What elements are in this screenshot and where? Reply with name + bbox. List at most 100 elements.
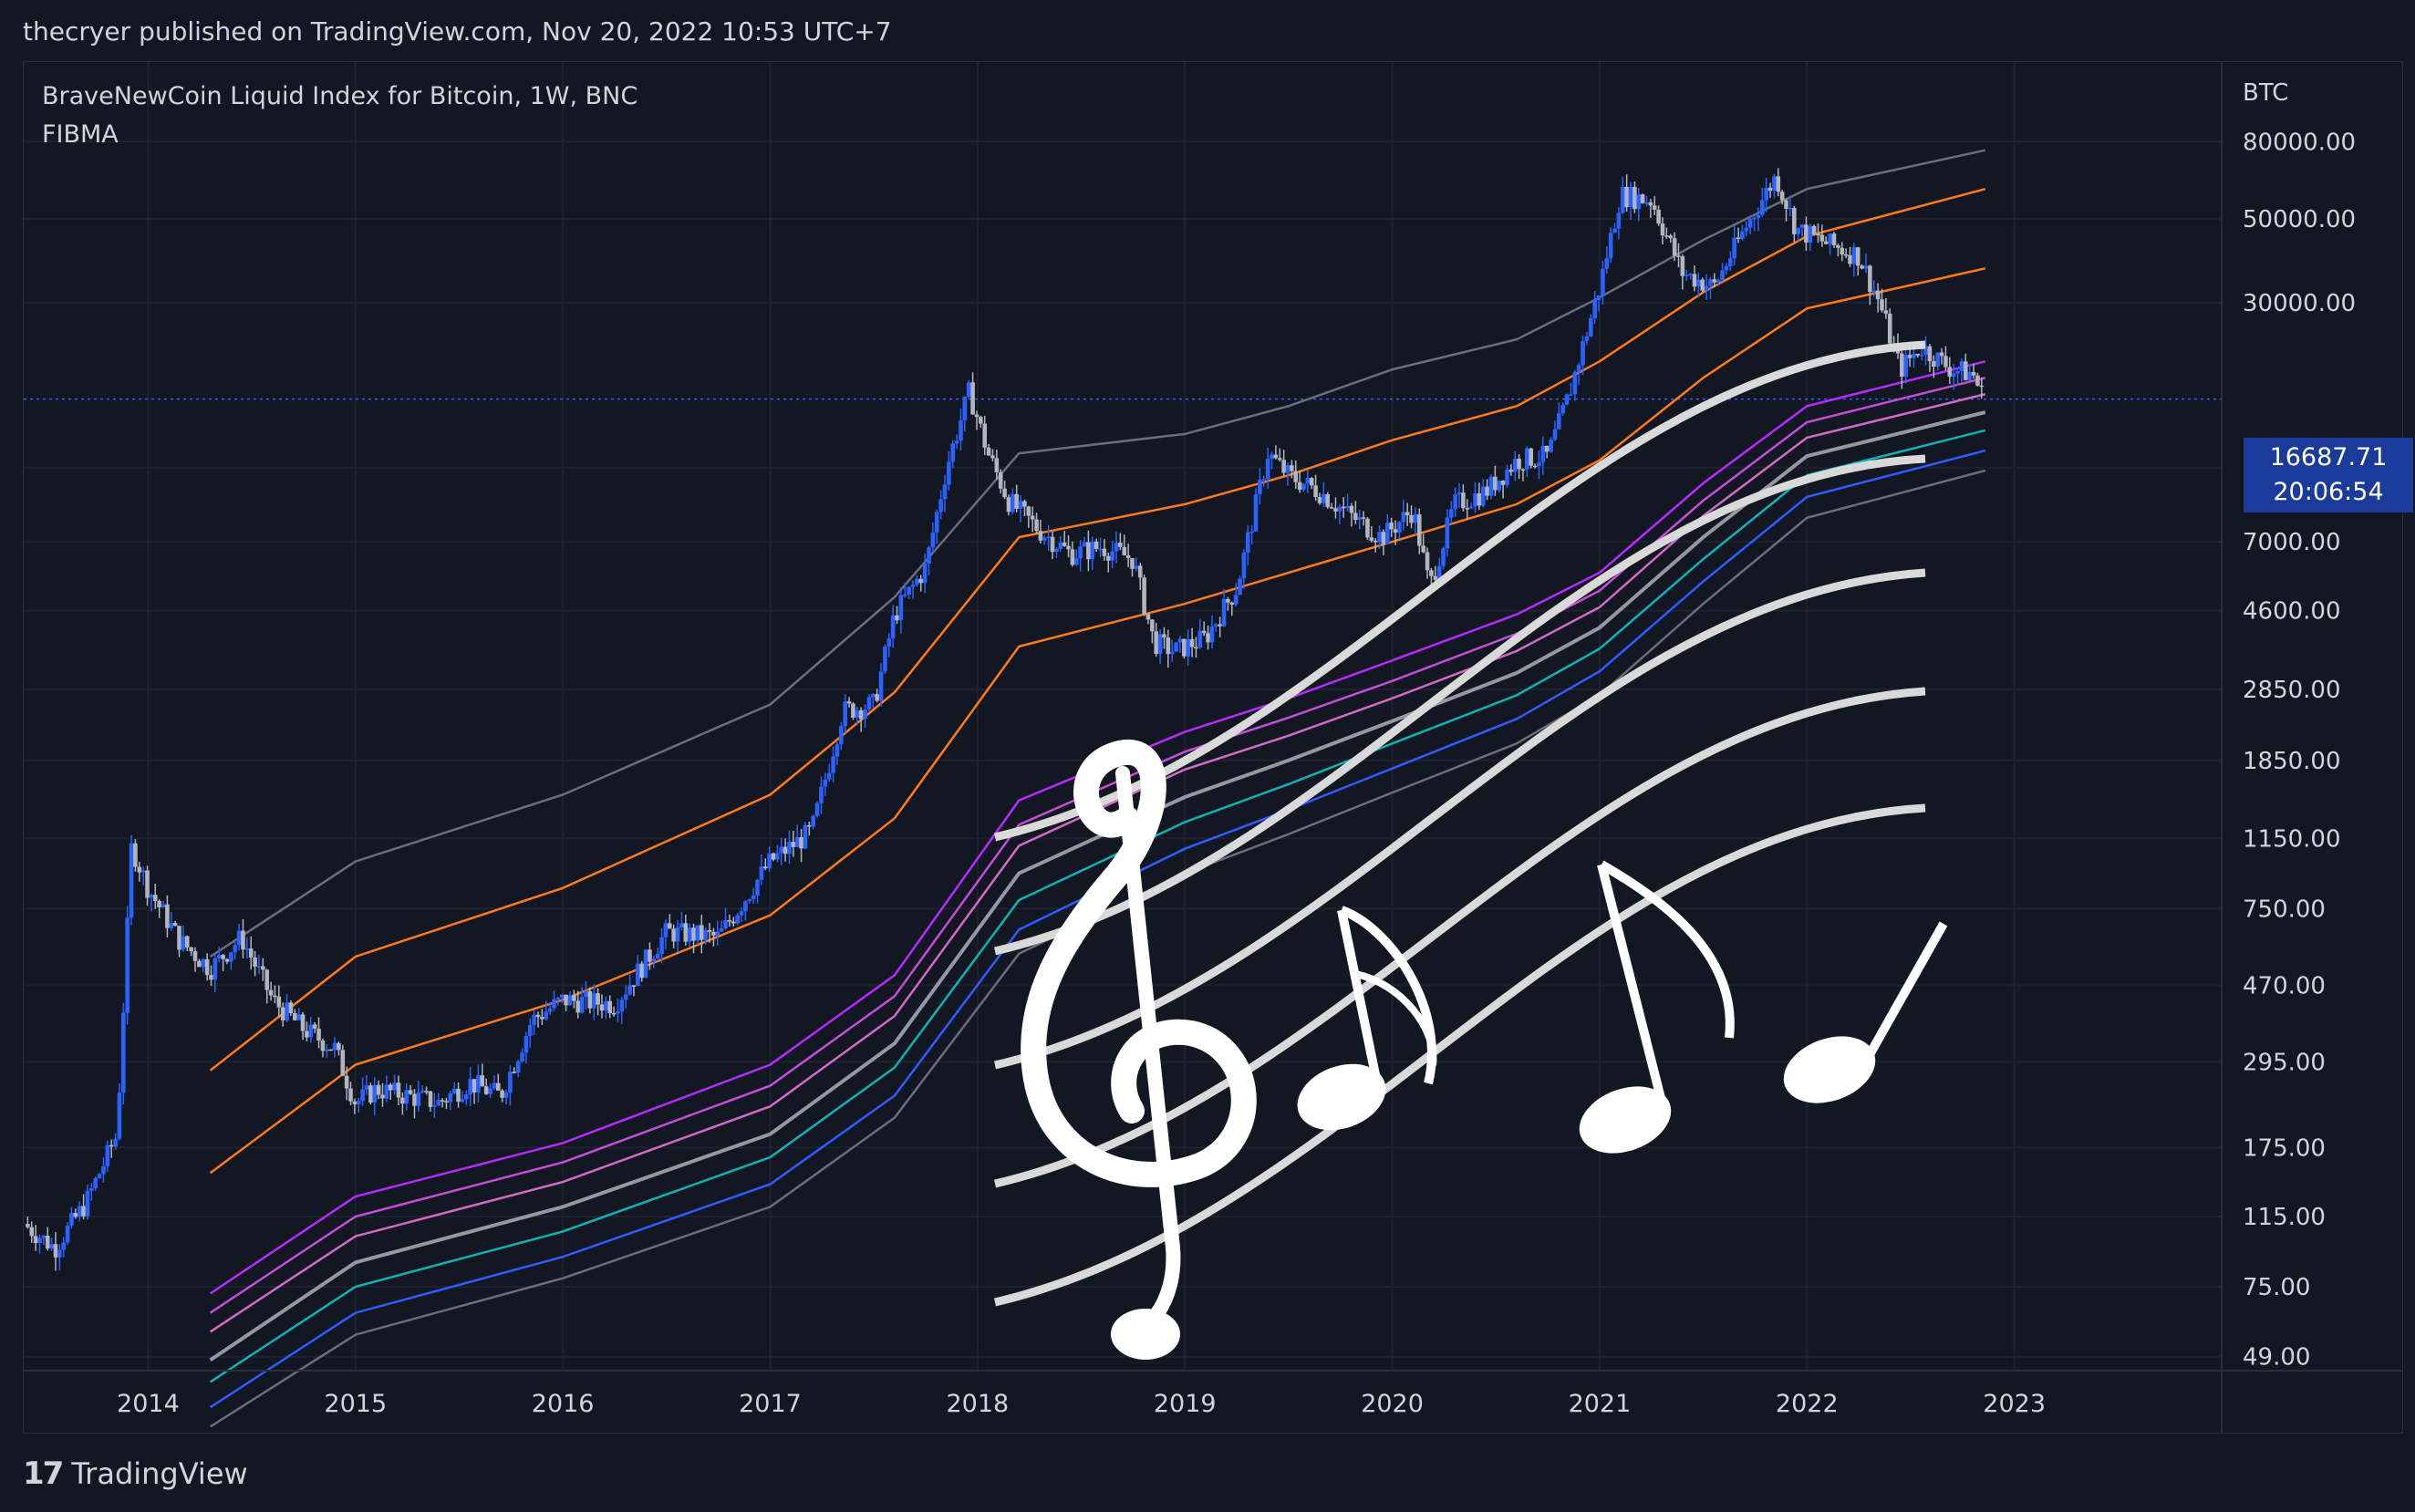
candle-body (468, 1079, 472, 1095)
y-tick-label: 470.00 (2243, 973, 2326, 1000)
candle-body (1166, 637, 1171, 655)
footer[interactable]: 17 TradingView (23, 1455, 248, 1492)
y-tick-label: 4600.00 (2243, 598, 2341, 626)
candle-body (575, 1000, 581, 1013)
candle-body (1258, 480, 1262, 494)
candle-body (1038, 531, 1043, 541)
chart-canvas[interactable]: 80000.0050000.0030000.0011000.007000.004… (24, 62, 2402, 1433)
candle-body (739, 911, 744, 916)
candle-body (1720, 270, 1725, 281)
candle-body (930, 532, 936, 548)
candle-body (1532, 465, 1538, 468)
candle-body (503, 1093, 509, 1098)
candle-body (535, 1014, 541, 1018)
candle-body (1715, 280, 1721, 283)
candle-body (1831, 233, 1837, 246)
candle-body (915, 578, 919, 585)
candle-body (1174, 642, 1178, 652)
candle-body (1078, 546, 1083, 559)
candle-body (201, 958, 206, 968)
candle-body (1808, 225, 1813, 243)
candle-body (555, 998, 561, 999)
candle-body (1760, 200, 1765, 215)
candle-body (1014, 493, 1019, 509)
candle-body (293, 1012, 297, 1020)
candle-body (1162, 634, 1166, 637)
candle-body (1652, 205, 1657, 210)
candle-body (895, 615, 899, 621)
candle-body (1197, 630, 1203, 648)
candle-body (1767, 187, 1773, 192)
candle-body (253, 957, 257, 967)
candle-body (145, 870, 150, 898)
candle-body (1680, 256, 1685, 276)
x-tick-label: 2015 (324, 1390, 387, 1418)
candle-body (73, 1212, 78, 1217)
candle-body (189, 947, 193, 952)
candle-body (1456, 492, 1462, 495)
candle-body (1728, 258, 1733, 266)
candle-body (344, 1075, 349, 1089)
candle-body (364, 1085, 369, 1090)
candle-body (743, 901, 748, 912)
candle-body (268, 989, 274, 996)
candle-body (420, 1091, 425, 1093)
candle-body (1712, 279, 1717, 283)
candle-body (1201, 630, 1207, 634)
candle-body (695, 925, 700, 941)
candle-body (1261, 479, 1267, 481)
candle-body (209, 975, 213, 980)
x-tick-label: 2021 (1569, 1390, 1632, 1418)
candle-body (1305, 478, 1311, 484)
brand-name[interactable]: TradingView (71, 1456, 248, 1491)
candle-body (611, 1012, 617, 1015)
candle-body (811, 815, 816, 827)
candle-body (1915, 353, 1921, 356)
candle-body (938, 499, 943, 513)
time-axis[interactable]: 2014 2015 2016 2017 2018 2019 2020 2021 2022 2023 (117, 1390, 2046, 1418)
candle-body (1285, 465, 1290, 473)
candle-body (356, 1101, 361, 1104)
candle-body (1823, 241, 1829, 244)
candle-body (1963, 361, 1968, 380)
candle-body (1620, 186, 1625, 213)
candle-body (1404, 512, 1410, 516)
eighth-note-icon (1579, 860, 1735, 1154)
candle-body (1744, 227, 1749, 232)
tradingview-logo-icon[interactable]: 17 (23, 1455, 64, 1492)
candle-body (918, 578, 924, 584)
candle-body (540, 1017, 544, 1020)
candle-body (1557, 413, 1561, 430)
candle-body (1345, 505, 1350, 509)
publisher-header: thecryer published on TradingView.com, N… (23, 16, 892, 47)
candle-body (966, 382, 971, 397)
candle-body (1445, 517, 1450, 549)
candle-body (448, 1093, 453, 1103)
fibma-series (209, 187, 1986, 1072)
candle-body (1297, 482, 1302, 491)
fibma-series (209, 429, 1986, 1383)
candle-body (1520, 469, 1526, 471)
candle-body (863, 709, 867, 720)
candle-body (1221, 598, 1227, 627)
candle-body (1732, 237, 1737, 259)
candle-body (285, 1002, 289, 1020)
candle-body (1317, 497, 1322, 503)
candle-body (1301, 483, 1306, 491)
quarter-note-icon (1783, 921, 1948, 1103)
candle-body (101, 1165, 106, 1175)
chart-frame[interactable]: 80000.0050000.0030000.0011000.007000.004… (23, 61, 2413, 1434)
candle-body (1648, 202, 1653, 206)
candle-body (1628, 186, 1633, 208)
candle-body (464, 1094, 469, 1100)
candle-body (532, 1014, 536, 1026)
candle-body (456, 1088, 461, 1103)
candle-body (149, 895, 154, 898)
candle-body (404, 1090, 409, 1104)
y-tick-label: 1850.00 (2243, 748, 2341, 775)
candle-body (1967, 371, 1972, 380)
candle-body (679, 923, 684, 927)
candle-body (974, 414, 979, 418)
candle-body (1959, 361, 1964, 371)
candle-body (791, 842, 796, 847)
